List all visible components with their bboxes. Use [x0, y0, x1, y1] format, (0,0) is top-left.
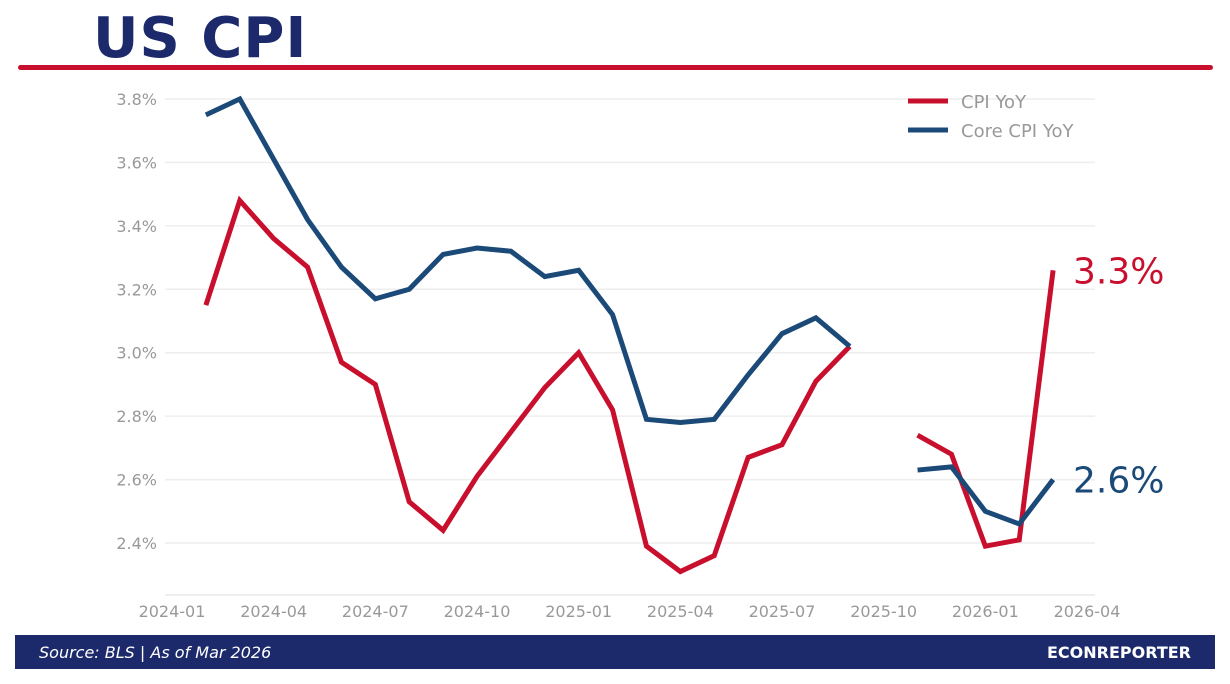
- x-tick-label: 2024-01: [139, 602, 206, 621]
- y-tick-label: 2.4%: [116, 534, 157, 553]
- x-tick-label: 2025-04: [647, 602, 714, 621]
- series-line-cpi: [203, 195, 852, 575]
- footer-bar: Source: BLS | As of Mar 2026 ECONREPORTE…: [15, 635, 1215, 669]
- x-tick-label: 2024-07: [342, 602, 409, 621]
- y-tick-label: 3.6%: [116, 153, 157, 172]
- y-tick-label: 3.8%: [116, 90, 157, 109]
- end-value-label: 2.6%: [1073, 461, 1164, 502]
- x-tick-label: 2025-07: [749, 602, 816, 621]
- legend-label: Core CPI YoY: [961, 121, 1074, 142]
- brand-label: ECONREPORTER: [1046, 643, 1191, 662]
- legend-label: CPI YoY: [961, 92, 1027, 113]
- x-tick-label: 2024-10: [444, 602, 511, 621]
- y-tick-label: 2.8%: [116, 407, 157, 426]
- x-tick-label: 2025-10: [850, 602, 917, 621]
- series-line-core-cpi: [917, 464, 1056, 527]
- y-tick-label: 3.4%: [116, 217, 157, 236]
- end-value-label: 3.3%: [1073, 251, 1164, 292]
- y-tick-label: 3.2%: [116, 280, 157, 299]
- series-line-cpi: [916, 269, 1056, 550]
- y-tick-label: 2.6%: [116, 471, 157, 490]
- x-tick-label: 2024-04: [240, 602, 307, 621]
- source-note: Source: BLS | As of Mar 2026: [39, 643, 272, 662]
- x-tick-label: 2026-01: [952, 602, 1019, 621]
- y-tick-label: 3.0%: [116, 344, 157, 363]
- series-line-core-cpi: [204, 95, 852, 425]
- title-divider: [18, 65, 1213, 70]
- x-tick-label: 2026-04: [1054, 602, 1121, 621]
- page-title: US CPI: [93, 6, 308, 71]
- x-tick-label: 2025-01: [545, 602, 612, 621]
